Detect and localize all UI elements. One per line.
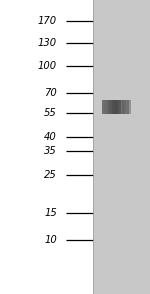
FancyBboxPatch shape xyxy=(0,0,93,294)
Text: 10: 10 xyxy=(44,235,57,245)
FancyBboxPatch shape xyxy=(117,100,119,114)
FancyBboxPatch shape xyxy=(122,100,124,114)
Text: 25: 25 xyxy=(44,170,57,180)
FancyBboxPatch shape xyxy=(109,100,112,114)
FancyBboxPatch shape xyxy=(127,100,129,114)
FancyBboxPatch shape xyxy=(102,100,104,114)
FancyBboxPatch shape xyxy=(102,100,129,114)
FancyBboxPatch shape xyxy=(124,100,126,114)
Text: 40: 40 xyxy=(44,132,57,142)
Text: 55: 55 xyxy=(44,108,57,118)
Text: 100: 100 xyxy=(38,61,57,71)
FancyBboxPatch shape xyxy=(129,100,131,114)
Text: 70: 70 xyxy=(44,88,57,98)
Text: 130: 130 xyxy=(38,38,57,48)
FancyBboxPatch shape xyxy=(119,100,122,114)
FancyBboxPatch shape xyxy=(114,100,117,114)
Text: 35: 35 xyxy=(44,146,57,156)
Text: 15: 15 xyxy=(44,208,57,218)
FancyBboxPatch shape xyxy=(107,100,109,114)
FancyBboxPatch shape xyxy=(104,100,107,114)
Text: 170: 170 xyxy=(38,16,57,26)
FancyBboxPatch shape xyxy=(112,100,114,114)
